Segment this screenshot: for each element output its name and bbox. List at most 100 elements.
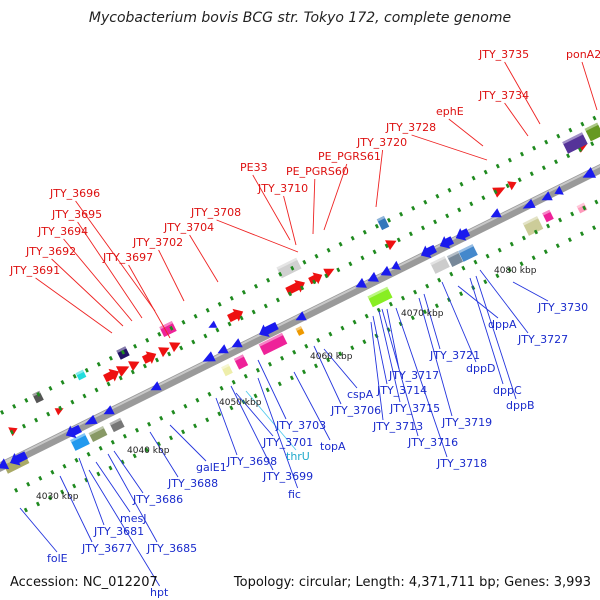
reverse-leader-line [395,307,448,458]
scale-tick [229,295,234,301]
gene-box [75,369,87,381]
scale-tick [567,237,572,243]
forward-gene-arrow [158,347,170,358]
kbp-tick-label: 4060 kbp [310,352,353,362]
reverse-gene-label: dppA [488,318,517,331]
gene-shape [9,451,28,466]
scale-tick [328,331,333,337]
forward-gene-label: ponA2 [566,48,600,61]
reverse-gene-arrow [541,191,553,201]
scale-tick [134,427,140,433]
scale-tick [493,189,498,195]
forward-leader-line [63,238,133,322]
kbp-scale: 4030 kbp 4040 kbp 4050 kbp 4060 kbp 4070 kbp… [36,266,537,502]
scale-tick [154,357,160,363]
gene-shape [103,405,115,415]
reverse-gene-arrow [367,271,379,282]
gene-box [109,417,125,433]
gene-shape [367,286,393,308]
reverse-leader-line [257,359,287,420]
label-leader-lines [19,61,598,587]
forward-gene-label: JTY_3708 [190,206,241,219]
scale-tick [505,183,510,189]
scale-tick [120,349,126,355]
forward-gene-label: PE_PGRS61 [318,150,381,163]
scale-tick [461,265,466,271]
forward-gene-label: ephE [436,105,464,118]
reverse-gene-label: galE1 [196,461,227,474]
scale-tick [171,409,176,415]
scale-tick [255,367,260,373]
gene-shape [492,187,506,198]
scale-tick [110,439,115,445]
gene-shape [554,185,564,195]
reverse-leader-line [457,285,499,319]
scale-tick [120,459,125,465]
scale-tick [207,391,212,397]
reverse-gene-label: JTY_3706 [330,404,381,417]
scale-tick [400,295,406,301]
gene-shape [169,342,181,353]
scale-tick [473,259,478,265]
gene-shape [276,257,302,279]
forward-gene-label: JTY_3696 [49,187,100,200]
gene-shape [65,424,82,439]
scale-tick [82,393,87,399]
scale-tick [26,481,31,487]
reverse-gene-label: JTY_3719 [441,416,492,429]
scale-tick [555,243,560,249]
scale-tick [411,205,416,211]
reverse-gene-label: JTY_3717 [388,369,439,382]
scale-tick [145,337,150,343]
reverse-gene-arrow [420,244,437,259]
page-title: Mycobacterium bovis BCG str. Tokyo 172, … [89,10,511,26]
forward-gene-label: PE_PGRS60 [286,165,349,178]
scale-tick [74,457,79,463]
forward-leader-line [323,163,348,231]
scale-tick [594,199,599,205]
forward-gene-label: JTY_3734 [478,89,529,102]
reverse-gene-arrow [9,451,28,466]
forward-gene-label: JTY_3720 [356,136,407,149]
reverse-gene-label: dppB [506,399,535,412]
scale-tick [215,327,220,333]
kbp-tick-label: 4030 kbp [36,492,79,502]
scale-tick [422,309,427,315]
gene-shape [446,250,464,268]
forward-leader-line [504,61,541,125]
scale-tick [157,331,162,337]
scale-tick [410,315,415,321]
forward-gene-arrow [323,268,335,278]
gene-shape [295,326,305,336]
scale-tick [529,171,534,177]
forward-leader-line [252,174,291,241]
gene-highlight [88,425,105,436]
gene-shape [295,311,307,321]
gene-features [0,115,600,513]
gene-shape [233,354,249,370]
gene-box [258,332,288,356]
scale-tick [302,259,307,265]
gene-highlight [458,244,474,254]
scale-tick [433,219,438,225]
scale-tick [108,465,113,471]
scale-tick [287,291,293,297]
forward-leader-line [35,277,113,334]
kbp-tick-label: 4080 kbp [494,266,537,276]
scale-tick [338,351,343,357]
forward-gene-label: JTY_3695 [51,208,102,221]
reverse-gene-label: folE [47,552,68,565]
gene-box [446,250,464,268]
gene-highlight [542,209,551,216]
scale-tick [130,369,135,375]
gene-shape [75,369,87,381]
scale-tick [147,421,152,427]
reverse-gene-label: mesJ [120,512,146,525]
scale-tick [34,417,39,423]
gene-box [295,326,305,336]
scale-tick [340,325,345,331]
gene-box [221,363,233,377]
scale-tick [543,249,548,255]
scale-tick [521,235,526,241]
reverse-gene-label: JTY_3688 [167,477,218,490]
